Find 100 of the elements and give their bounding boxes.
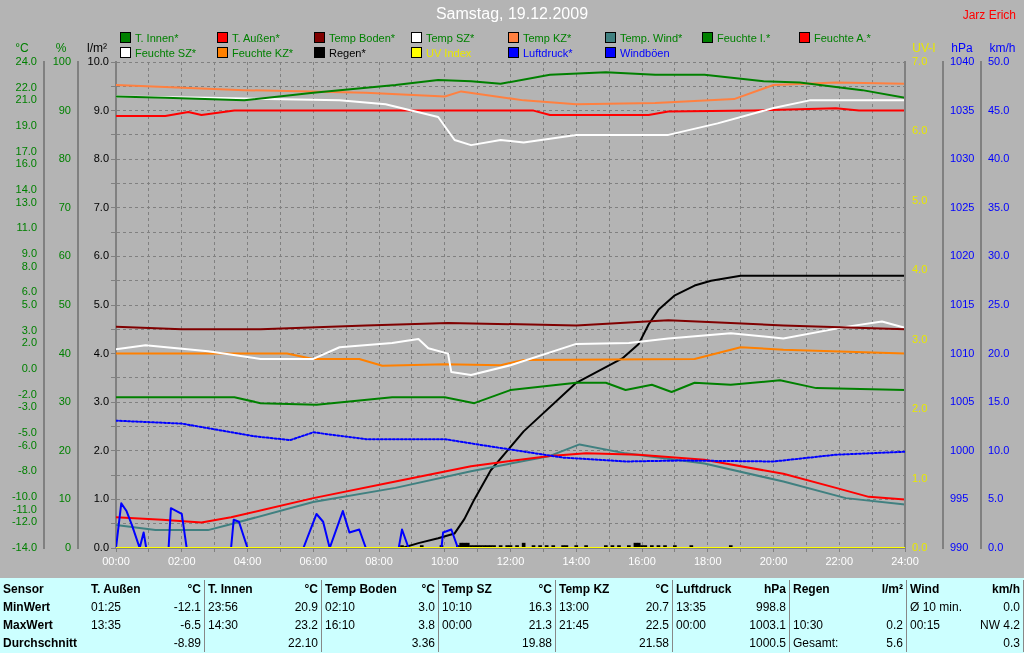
y3-tick-label: 90 [58, 103, 71, 116]
y3-tick-label: 40 [58, 346, 71, 359]
text: °C [624, 580, 673, 598]
text: Jarz Erich [962, 8, 1016, 22]
text: Wind [909, 581, 941, 598]
y3-tick-label: 20 [58, 443, 71, 456]
legend-label: Feuchte SZ* [135, 46, 197, 59]
text: 23.2 [273, 616, 322, 634]
y2-tick-label: 1040 [950, 55, 975, 68]
y3-tick-label: 30.0 [988, 249, 1010, 262]
text: 13:35 [675, 599, 708, 616]
text: 3.36 [390, 634, 439, 652]
text: 20.7 [624, 598, 673, 616]
legend-label: Temp. Wind* [620, 31, 683, 44]
y2-tick-label: 14.0 [15, 182, 37, 195]
y3-tick-label: 5.0 [988, 492, 1004, 505]
y2-tick-label: 1000 [950, 443, 975, 456]
legend-label: Feuchte KZ* [232, 46, 294, 59]
y-tick-label: 0.0 [93, 541, 109, 554]
y2-tick-label: -3.0 [18, 400, 37, 413]
x-tick-label: 22:00 [825, 554, 854, 567]
y2-tick-label: 13.0 [15, 195, 37, 208]
y-tick-label: 10.0 [87, 55, 109, 68]
y3-tick-label: 35.0 [988, 200, 1010, 213]
text: 20.9 [273, 598, 322, 616]
y2-tick-label: -6.0 [18, 438, 37, 451]
y2-tick-label: -10.0 [11, 489, 37, 502]
text: -8.89 [156, 634, 205, 652]
text: km/h [975, 580, 1024, 598]
y2-tick-label: 0.0 [21, 361, 37, 374]
text: 21.58 [624, 634, 673, 652]
x-tick-label: 00:00 [102, 554, 130, 567]
text: -6.5 [156, 616, 205, 634]
text: -12.1 [156, 598, 205, 616]
y2-tick-label: 22.0 [15, 80, 37, 93]
y2-tick-label: 3.0 [21, 323, 37, 336]
text: 00:15 [909, 617, 942, 634]
text: 02:10 [324, 599, 357, 616]
x-tick-label: 18:00 [693, 554, 722, 567]
text: 998.8 [741, 598, 790, 616]
y2-tick-label: 16.0 [15, 157, 37, 170]
y-tick-label: 8.0 [93, 152, 109, 165]
y-tick-label: 5.0 [93, 298, 109, 311]
x-tick-label: 12:00 [496, 554, 525, 567]
text: T. Innen [207, 581, 254, 598]
x-tick-label: 20:00 [759, 554, 788, 567]
y2-tick-label: 11.0 [16, 221, 37, 234]
y-axis-title: UV-I [912, 41, 936, 55]
y-tick-label: 7.0 [912, 55, 928, 68]
y2-tick-label: -8.0 [18, 464, 37, 477]
y2-tick-label: 9.0 [21, 246, 37, 259]
y2-tick-label: 24.0 [15, 55, 37, 68]
y2-tick-label: 19.0 [15, 118, 37, 131]
y-tick-label: 4.0 [912, 263, 928, 276]
y2-tick-label: 2.0 [21, 336, 37, 349]
y-tick-label: 2.0 [912, 402, 928, 415]
chart-title: Samstag, 19.12.2009 [435, 5, 589, 22]
y-tick-label: 6.0 [912, 124, 928, 137]
text: 16.3 [507, 598, 556, 616]
y2-tick-label: 1020 [950, 249, 975, 262]
y3-tick-label: 10.0 [988, 443, 1010, 456]
y-tick-label: 6.0 [93, 249, 109, 262]
text: 14:30 [207, 617, 240, 634]
y3-tick-label: 45.0 [988, 103, 1010, 116]
text: 19.88 [507, 634, 556, 652]
text: 0.2 [858, 616, 907, 634]
y3-tick-label: 30 [58, 395, 71, 408]
text: 22.10 [273, 634, 322, 652]
y2-tick-label: -11.0 [12, 502, 37, 515]
y2-axis-title: °C [15, 41, 30, 55]
text: 1003.1 [741, 616, 790, 634]
y-axis-title: l/m² [87, 41, 107, 55]
y-tick-label: 1.0 [912, 471, 928, 484]
text: 01:25 [90, 599, 123, 616]
text: 00:00 [675, 617, 708, 634]
text: Temp Boden [324, 581, 397, 598]
y-tick-label: 9.0 [93, 103, 109, 116]
text: 10:10 [441, 599, 474, 616]
y2-tick-label: 8.0 [21, 259, 37, 272]
x-tick-label: 02:00 [167, 554, 196, 567]
text: Gesamt: [792, 635, 840, 652]
y3-tick-label: 25.0 [988, 298, 1010, 311]
text: 1000.5 [741, 634, 790, 652]
y2-tick-label: 995 [950, 492, 969, 505]
y2-tick-label: -5.0 [18, 425, 37, 438]
y-tick-label: 3.0 [93, 395, 109, 408]
text: 13:35 [90, 617, 123, 634]
y-tick-label: 7.0 [93, 200, 109, 213]
y3-tick-label: 20.0 [988, 346, 1010, 359]
legend-label: Temp KZ* [523, 31, 572, 44]
y2-tick-label: 1015 [950, 298, 975, 311]
y3-tick-label: 0 [64, 541, 71, 554]
text: 0.0 [975, 598, 1024, 616]
y-tick-label: 1.0 [93, 492, 109, 505]
y3-axis-title: % [55, 41, 67, 55]
text: l/m² [858, 580, 907, 598]
y-tick-label: 2.0 [93, 443, 109, 456]
legend-label: Feuchte A.* [814, 31, 871, 44]
y3-tick-label: 0.0 [988, 541, 1004, 554]
x-tick-label: 06:00 [299, 554, 328, 567]
